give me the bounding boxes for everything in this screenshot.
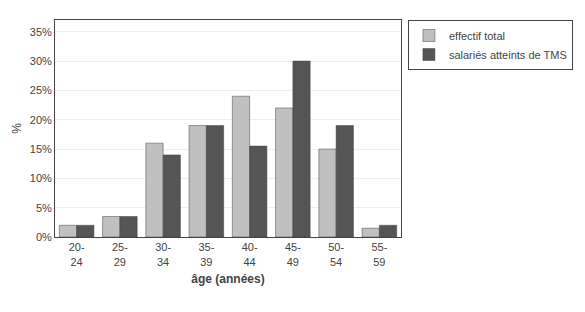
- svg-text:30-34: 30-34: [155, 241, 171, 267]
- svg-text:10%: 10%: [30, 172, 52, 184]
- svg-text:20%: 20%: [30, 114, 52, 126]
- svg-text:âge (années): âge (années): [191, 272, 264, 286]
- svg-text:effectif total: effectif total: [449, 30, 505, 42]
- svg-text:20-24: 20-24: [69, 241, 85, 267]
- svg-text:salariés atteints de TMS: salariés atteints de TMS: [449, 49, 567, 61]
- svg-text:35-39: 35-39: [198, 241, 214, 267]
- svg-text:50-54: 50-54: [328, 241, 344, 267]
- svg-text:25%: 25%: [30, 84, 52, 96]
- svg-text:30%: 30%: [30, 55, 52, 67]
- svg-text:55-59: 55-59: [371, 241, 387, 267]
- svg-text:35%: 35%: [30, 26, 52, 38]
- svg-text:40-44: 40-44: [242, 241, 258, 267]
- svg-text:25-29: 25-29: [112, 241, 128, 267]
- svg-text:45-49: 45-49: [285, 241, 301, 267]
- svg-text:%: %: [10, 123, 24, 134]
- svg-text:0%: 0%: [36, 231, 52, 243]
- svg-text:15%: 15%: [30, 143, 52, 155]
- svg-text:5%: 5%: [36, 202, 52, 214]
